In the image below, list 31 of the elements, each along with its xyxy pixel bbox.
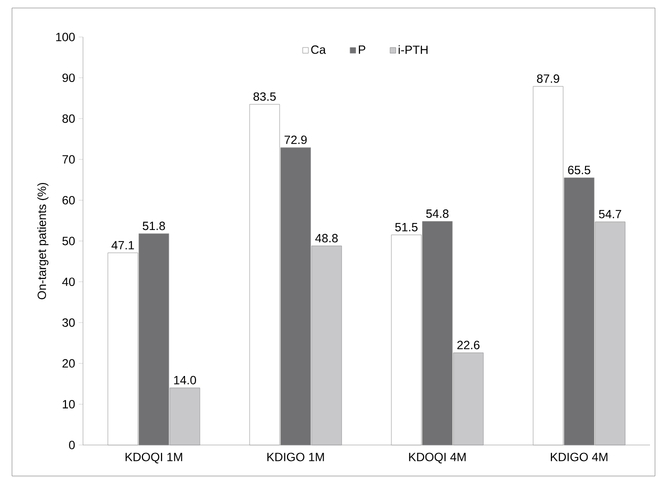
data-label: 65.5: [568, 166, 590, 174]
y-tick-label: 20: [62, 359, 75, 368]
y-axis-title: On-target patients (%): [37, 182, 48, 300]
y-tick-label: 10: [62, 400, 75, 408]
x-tick-label: KDOQI 4M: [409, 452, 466, 464]
x-tick-label: KDIGO 4M: [550, 452, 608, 462]
legend-label: i-PTH: [398, 45, 428, 54]
data-label: 51.8: [142, 222, 165, 230]
data-label: 51.5: [395, 223, 418, 232]
data-label: 54.8: [426, 209, 448, 218]
legend-label: Ca: [311, 45, 326, 54]
data-label: 14.0: [174, 376, 196, 384]
data-label: 22.6: [457, 340, 480, 350]
y-tick-label: 60: [62, 196, 75, 204]
data-label: 54.7: [598, 210, 622, 218]
y-tick-label: 70: [62, 155, 75, 164]
data-label: 87.9: [537, 74, 560, 83]
y-tick-label: 40: [62, 278, 75, 286]
y-tick-label: 50: [62, 236, 75, 246]
y-tick-label: 100: [56, 32, 75, 42]
data-label: 48.8: [315, 234, 338, 242]
x-tick-label: KDIGO 1M: [267, 452, 324, 462]
data-label: 83.5: [254, 92, 276, 101]
y-tick-label: 30: [62, 318, 75, 327]
y-tick-label: 80: [62, 114, 75, 123]
data-label: 47.1: [112, 241, 134, 250]
y-tick-label: 0: [69, 440, 75, 450]
x-tick-label: KDOQI 1M: [126, 452, 182, 464]
legend-label: P: [358, 45, 366, 54]
y-tick-label: 90: [62, 74, 75, 82]
data-label: 72.9: [284, 136, 307, 144]
